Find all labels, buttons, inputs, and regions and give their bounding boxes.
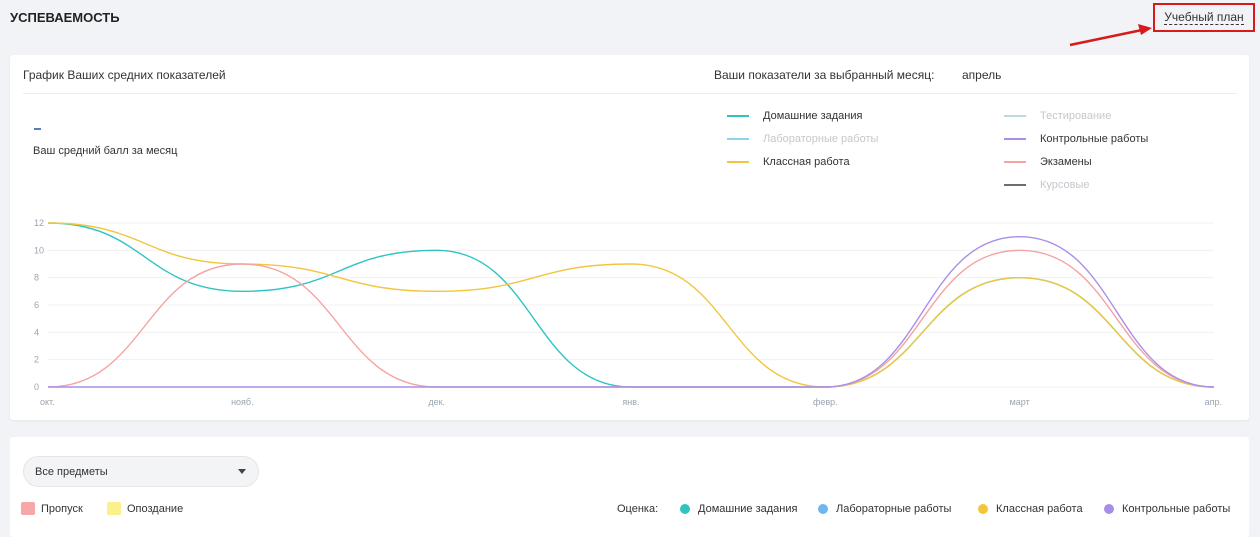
grade-legend-tests: Контрольные работы bbox=[1104, 503, 1230, 515]
chart-card: График Ваших средних показателей Ваши по… bbox=[10, 55, 1249, 420]
page-title: УСПЕВАЕМОСТЬ bbox=[10, 10, 120, 25]
grade-legend-title: Оценка: bbox=[617, 503, 659, 515]
chart-card-title: График Ваших средних показателей bbox=[23, 68, 226, 82]
lateness-swatch bbox=[107, 502, 121, 515]
y-tick-label: 12 bbox=[34, 218, 44, 228]
grade-legend-labs: Лабораторные работы bbox=[818, 503, 951, 515]
y-tick-label: 8 bbox=[34, 273, 39, 283]
legend-item-labs[interactable]: Лабораторные работы bbox=[727, 133, 878, 145]
performance-line-chart: 0 2 4 6 8 10 12 окт. нояб. дек. янв. февр. март апр. bbox=[34, 218, 1222, 407]
y-tick-label: 6 bbox=[34, 300, 39, 310]
legend-absence: Пропуск bbox=[21, 502, 83, 515]
x-tick-label: февр. bbox=[813, 397, 838, 407]
legend-label: Лабораторные работы bbox=[763, 133, 879, 145]
x-tick-label: янв. bbox=[622, 397, 639, 407]
average-score-label: Ваш средний балл за месяц bbox=[33, 145, 178, 157]
legend-item-homework[interactable]: Домашние задания bbox=[727, 110, 862, 122]
legend-label: Экзамены bbox=[1040, 156, 1092, 168]
subject-select-value: Все предметы bbox=[35, 465, 108, 478]
y-tick-label: 2 bbox=[34, 355, 39, 365]
legend-label: Контрольные работы bbox=[1040, 133, 1149, 145]
subject-select[interactable]: Все предметы bbox=[23, 456, 259, 487]
legend-lateness: Опоздание bbox=[107, 502, 183, 515]
x-tick-label: окт. bbox=[40, 397, 55, 407]
absence-label: Пропуск bbox=[41, 502, 83, 515]
curriculum-link-label: Учебный план bbox=[1164, 10, 1244, 25]
grade-label: Лабораторные работы bbox=[836, 503, 952, 515]
legend-item-exams[interactable]: Экзамены bbox=[1004, 156, 1092, 168]
x-tick-label: март bbox=[1010, 397, 1030, 407]
legend-item-tests[interactable]: Контрольные работы bbox=[1004, 133, 1148, 145]
legend-label: Классная работа bbox=[763, 156, 850, 168]
legend-swatch bbox=[1004, 161, 1026, 163]
chevron-down-icon bbox=[238, 469, 246, 474]
legend-swatch bbox=[727, 138, 749, 140]
legend-item-testing[interactable]: Тестирование bbox=[1004, 110, 1111, 122]
grade-dot bbox=[978, 504, 988, 514]
grade-dot bbox=[1104, 504, 1114, 514]
x-tick-label: апр. bbox=[1205, 397, 1222, 407]
legend-label: Курсовые bbox=[1040, 179, 1090, 191]
selected-month-value[interactable]: апрель bbox=[962, 68, 1002, 82]
x-tick-label: нояб. bbox=[231, 397, 254, 407]
legend-item-coursework[interactable]: Курсовые bbox=[1004, 179, 1090, 191]
y-tick-label: 4 bbox=[34, 327, 39, 337]
filter-card: Все предметы Пропуск Опоздание Оценка: Д… bbox=[10, 437, 1249, 537]
grade-dot bbox=[680, 504, 690, 514]
legend-swatch bbox=[1004, 138, 1026, 140]
grade-label: Домашние задания bbox=[698, 503, 798, 515]
legend-label: Домашние задания bbox=[763, 110, 863, 122]
curriculum-link[interactable]: Учебный план bbox=[1153, 3, 1255, 32]
x-tick-label: дек. bbox=[428, 397, 445, 407]
legend-swatch bbox=[727, 161, 749, 163]
grade-legend-classwork: Классная работа bbox=[978, 503, 1083, 515]
legend-item-classwork[interactable]: Классная работа bbox=[727, 156, 850, 168]
selected-month-label: Ваши показатели за выбранный месяц: bbox=[714, 68, 935, 82]
annotation-arrow bbox=[1069, 24, 1152, 47]
legend-label: Тестирование bbox=[1040, 110, 1112, 122]
grade-label: Классная работа bbox=[996, 503, 1083, 515]
y-tick-label: 0 bbox=[34, 382, 39, 392]
absence-swatch bbox=[21, 502, 35, 515]
legend-swatch bbox=[1004, 115, 1026, 117]
grade-label: Контрольные работы bbox=[1122, 503, 1231, 515]
series-line bbox=[47, 249, 1215, 388]
series-line bbox=[48, 235, 1215, 388]
card-divider bbox=[23, 93, 1237, 94]
grade-legend-homework: Домашние задания bbox=[680, 503, 797, 515]
average-score-marker bbox=[34, 128, 41, 130]
y-tick-label: 10 bbox=[34, 245, 44, 255]
legend-swatch bbox=[727, 115, 749, 117]
grade-dot bbox=[818, 504, 828, 514]
lateness-label: Опоздание bbox=[127, 502, 184, 515]
legend-swatch bbox=[1004, 184, 1026, 186]
